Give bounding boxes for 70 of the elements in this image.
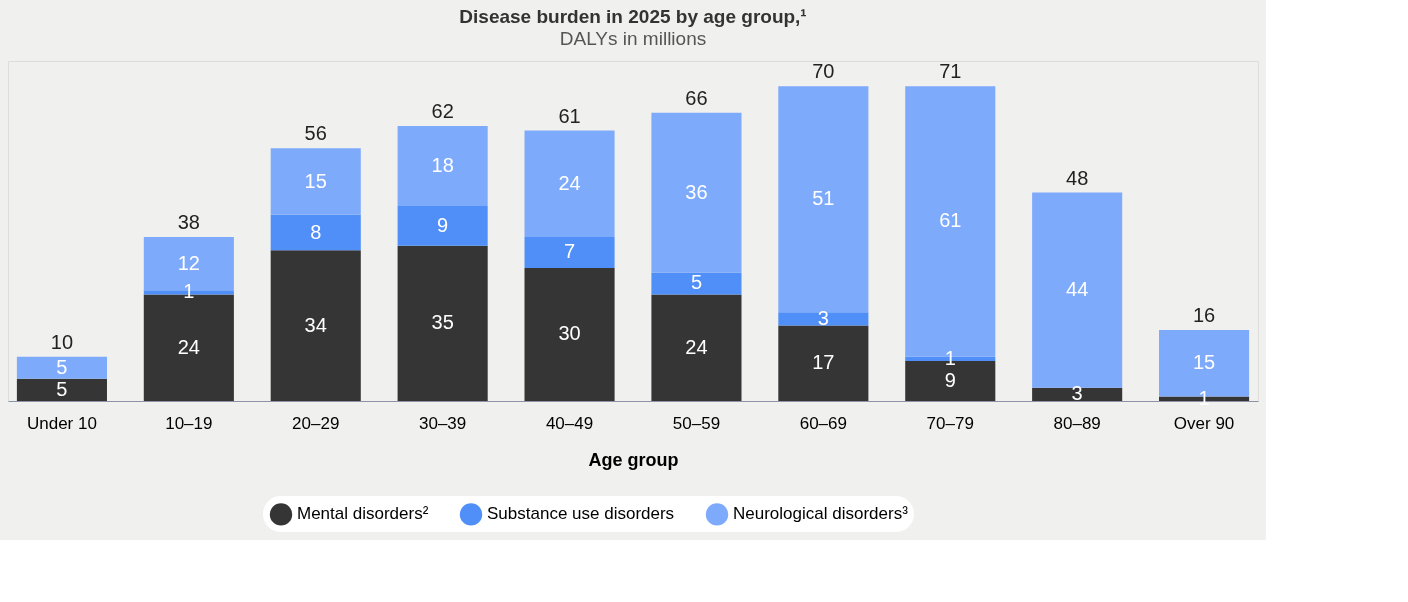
- data-label: 24: [685, 335, 708, 358]
- data-label: 7: [563, 240, 576, 263]
- data-label: 1: [1198, 386, 1210, 409]
- chart-title: Disease burden in 2025 by age group,¹: [459, 6, 807, 27]
- bar: [1032, 387, 1123, 401]
- data-label: 34: [304, 313, 327, 336]
- bar: [651, 112, 742, 273]
- x-tick-label: 80–89: [1053, 413, 1101, 433]
- data-label: 24: [558, 171, 581, 194]
- data-label: 5: [56, 355, 68, 378]
- data-label: 5: [690, 271, 703, 294]
- bar: [524, 130, 615, 237]
- data-label: 15: [1192, 351, 1216, 374]
- data-label: 9: [944, 369, 956, 392]
- bar: [16, 378, 107, 401]
- total-label: 66: [685, 86, 708, 109]
- bar: [270, 214, 361, 251]
- total-label: 71: [939, 60, 962, 83]
- total-label: 48: [1066, 166, 1089, 189]
- bar: [524, 267, 615, 401]
- bar: [270, 148, 361, 215]
- legend-label: Substance use disorders: [487, 504, 675, 524]
- bar: [16, 356, 107, 379]
- x-tick-label: Over 90: [1173, 413, 1235, 433]
- data-label: 3: [1071, 382, 1083, 405]
- data-label: 3: [817, 306, 829, 329]
- x-axis-title: Age group: [588, 449, 679, 470]
- total-label: 56: [304, 122, 327, 145]
- total-label: 38: [177, 210, 200, 233]
- data-label: 61: [939, 209, 962, 232]
- data-label: 51: [812, 187, 835, 210]
- legend-label: Neurological disorders³: [733, 504, 909, 524]
- bar: [778, 86, 869, 313]
- data-label: 24: [177, 335, 200, 358]
- x-tick-label: 10–19: [165, 413, 213, 433]
- data-label: 44: [1066, 278, 1089, 301]
- bar: [397, 245, 488, 401]
- total-label: 62: [431, 100, 454, 123]
- bar: [1032, 192, 1123, 388]
- total-label: 61: [558, 104, 581, 127]
- total-label: 16: [1192, 304, 1216, 327]
- data-label: 15: [304, 169, 327, 192]
- x-tick-label: 60–69: [799, 413, 847, 433]
- chart-subtitle: DALYs in millions: [559, 28, 707, 49]
- data-label: 17: [812, 351, 835, 374]
- x-tick-label: 20–29: [292, 413, 340, 433]
- bar: [397, 126, 488, 206]
- x-tick-label: 40–49: [545, 413, 594, 433]
- data-label: 9: [437, 213, 449, 236]
- total-label: 10: [50, 330, 74, 353]
- x-tick-label: 70–79: [926, 413, 974, 433]
- total-label: 70: [812, 60, 835, 83]
- bar: [651, 294, 742, 401]
- x-tick-label: 30–39: [419, 413, 467, 433]
- data-label: 12: [177, 251, 200, 274]
- bar: [778, 312, 869, 326]
- data-label: 30: [558, 322, 581, 345]
- bar: [651, 272, 742, 295]
- bar: [778, 325, 869, 401]
- data-label: 36: [685, 180, 708, 203]
- data-label: 8: [310, 220, 322, 243]
- x-tick-label: Under 10: [26, 413, 97, 433]
- data-label: 18: [431, 154, 454, 176]
- bar: [524, 236, 615, 268]
- legend-label: Mental disorders²: [297, 504, 429, 524]
- data-label: 5: [56, 377, 68, 400]
- bar: [397, 205, 488, 246]
- x-tick-label: 50–59: [672, 413, 721, 433]
- bar: [270, 250, 361, 401]
- data-label: 35: [431, 311, 454, 334]
